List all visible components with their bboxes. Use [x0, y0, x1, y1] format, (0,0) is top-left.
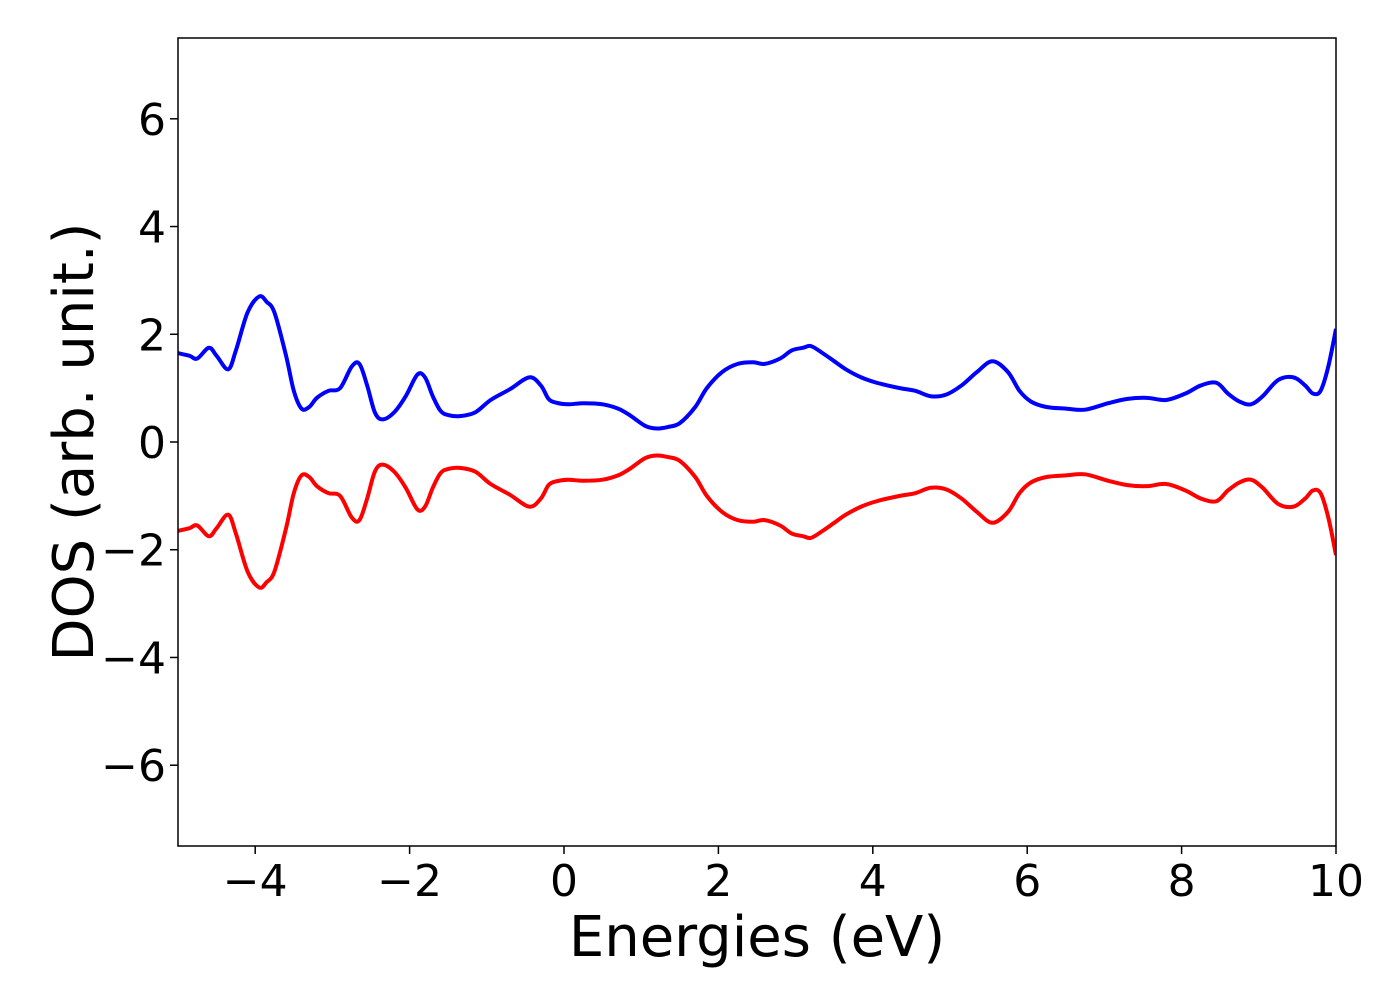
- x-tick-label: 0: [550, 856, 578, 907]
- x-tick-label: 4: [859, 856, 887, 907]
- y-tick-label: −6: [101, 741, 166, 792]
- x-tick-label: 2: [704, 856, 732, 907]
- x-tick-label: 6: [1013, 856, 1041, 907]
- y-axis-label: DOS (arb. unit.): [42, 222, 107, 661]
- tick-layer: −4 −2 0 2 4 6 8 10 −6 −4 −2 0 2 4 6: [101, 95, 1364, 907]
- x-tick-label: 8: [1168, 856, 1196, 907]
- y-tick-label: −2: [101, 526, 166, 577]
- y-tick-label: 6: [138, 95, 166, 146]
- y-tick-label: 0: [138, 418, 166, 469]
- y-tick-label: 2: [138, 310, 166, 361]
- x-tick-label: −4: [223, 856, 288, 907]
- y-tick-label: 4: [138, 203, 166, 254]
- series-line-2: [178, 453, 1336, 590]
- series-layer: [178, 294, 1336, 590]
- series-line-1: [178, 294, 1336, 431]
- x-tick-label: −2: [377, 856, 442, 907]
- x-tick-label: 10: [1308, 856, 1364, 907]
- x-axis-label: Energies (eV): [569, 905, 945, 970]
- y-tick-label: −4: [101, 633, 166, 684]
- plot-frame: [177, 37, 1337, 847]
